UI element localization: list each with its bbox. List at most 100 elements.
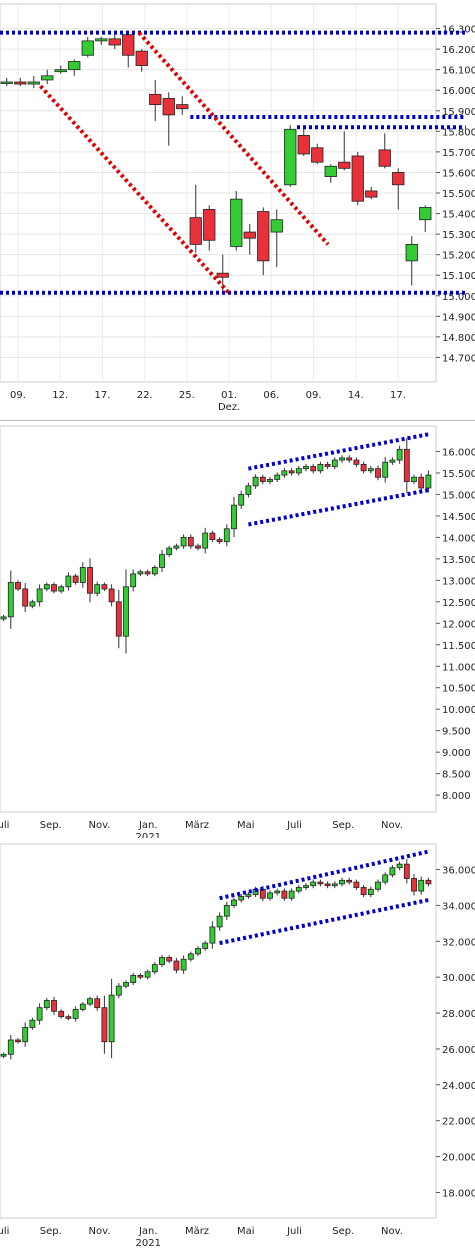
candle-body (411, 878, 417, 892)
candle-body (15, 1039, 21, 1043)
x-tick-sublabel: 2021 (136, 832, 161, 838)
candlestick-chart-weekly-2: 36.000 34.000 32.000 30.000 28.000 26.000 24.0… (0, 843, 475, 1249)
x-tick-label: Juli (0, 1226, 9, 1237)
candle-body (108, 588, 115, 603)
x-tick-label: März (185, 1226, 209, 1237)
candle-body (405, 243, 418, 262)
x-tick-label: Sep. (40, 1226, 62, 1237)
candle-body (360, 887, 367, 896)
candle-body (392, 172, 405, 186)
candle-body (324, 463, 331, 467)
candle-body (418, 879, 425, 892)
y-tick-label: 16.300 (442, 25, 475, 36)
candle-body (43, 1000, 50, 1009)
y-tick-label: 20.000 (442, 1153, 475, 1164)
x-tick-label: 12. (52, 390, 68, 401)
candle-body (425, 474, 432, 489)
y-tick-label: 16.000 (442, 86, 475, 97)
candle-body (270, 219, 283, 233)
candle-body (0, 616, 7, 620)
trendline (248, 432, 429, 471)
candle-body (162, 98, 175, 116)
candle-body (173, 960, 180, 971)
candle-body (0, 1053, 7, 1057)
candle-body (15, 582, 21, 590)
candle-body (180, 536, 187, 547)
candle-body (173, 545, 180, 549)
candle-body (115, 985, 122, 996)
x-tick-label: 14. (348, 390, 364, 401)
x-tick-label: Sep. (332, 820, 354, 831)
y-tick-label: 32.000 (442, 937, 475, 948)
candle-body (267, 892, 273, 899)
candle-body (137, 974, 144, 978)
candle-body (187, 953, 194, 960)
y-tick-label: 12.500 (442, 598, 475, 609)
candle-body (396, 863, 403, 869)
y-tick-label: 10.000 (442, 705, 475, 716)
candle-body (43, 584, 50, 590)
candle-body (310, 466, 317, 472)
candle-body (353, 881, 360, 888)
trendline (219, 849, 429, 901)
y-tick-label: 18.000 (442, 1188, 475, 1199)
plot-area-frame (0, 843, 437, 1219)
candle-body (324, 165, 337, 177)
candle-body (115, 601, 122, 637)
y-tick-label: 28.000 (442, 1009, 475, 1020)
y-tick-label: 9.000 (442, 748, 471, 759)
candle-body (195, 948, 201, 955)
candle-body (151, 567, 158, 575)
chart-panel-weekly-dow: 36.000 34.000 32.000 30.000 28.000 26.000 24.0… (0, 838, 475, 1250)
candle-body (58, 586, 65, 592)
candle-body (382, 874, 389, 883)
candle-body (252, 476, 259, 487)
x-tick-label: Sep. (40, 820, 62, 831)
y-tick-label: 34.000 (442, 901, 475, 912)
candle-body (231, 504, 237, 530)
candle-body (135, 50, 148, 66)
candle-body (95, 38, 108, 42)
x-tick-label: Nov. (381, 1226, 403, 1237)
candle-body (216, 539, 223, 543)
candle-body (257, 211, 270, 262)
candle-body (295, 887, 302, 892)
y-tick-label: 15.200 (442, 251, 475, 262)
y-tick-label: 12.000 (442, 619, 475, 630)
candle-body (346, 879, 353, 883)
candle-body (7, 1039, 14, 1055)
candle-body (418, 476, 425, 489)
candle-body (317, 463, 324, 472)
x-tick-label: 01. (221, 390, 237, 401)
candle-body (176, 104, 189, 110)
y-tick-label: 13.000 (442, 576, 475, 587)
candle-body (367, 468, 374, 472)
candle-body (389, 867, 396, 876)
candle-body (382, 461, 389, 478)
y-tick-label: 15.500 (442, 189, 475, 200)
y-tick-label: 15.300 (442, 230, 475, 241)
candle-body (284, 128, 297, 186)
y-tick-label: 13.500 (442, 555, 475, 566)
candle-body (338, 161, 351, 169)
trendline (39, 84, 231, 296)
candle-body (159, 957, 165, 966)
x-tick-label: 25. (179, 390, 195, 401)
candle-body (403, 863, 410, 879)
y-tick-label: 15.100 (442, 271, 475, 282)
candle-body (303, 466, 309, 470)
candle-body (288, 470, 295, 474)
candle-body (216, 915, 223, 928)
candle-body (311, 147, 324, 163)
candle-body (281, 470, 288, 476)
candle-body (166, 547, 173, 555)
y-tick-label: 15.700 (442, 148, 475, 159)
candle-body (365, 190, 378, 198)
candle-body (324, 883, 331, 887)
candle-body (367, 888, 374, 896)
candle-body (29, 1019, 36, 1028)
candle-body (274, 890, 281, 894)
y-tick-label: 22.000 (442, 1117, 475, 1128)
candle-body (396, 448, 403, 461)
plot-area-frame (0, 425, 437, 813)
